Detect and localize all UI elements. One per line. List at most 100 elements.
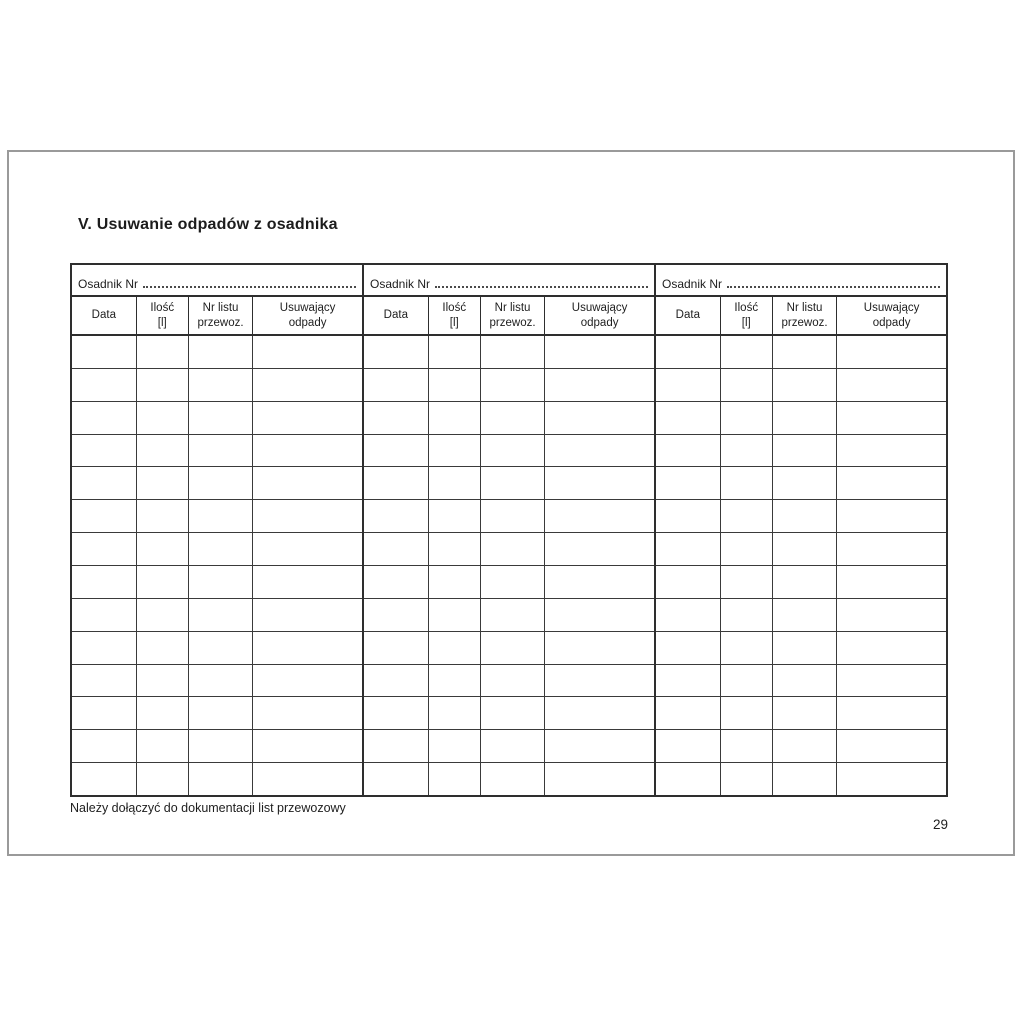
table-row (72, 401, 362, 435)
empty-cell (137, 368, 189, 401)
waste-removal-table: Osadnik Nr Data Ilość [l] Nr listu przew… (70, 263, 948, 797)
empty-cell (429, 434, 481, 467)
empty-cell (481, 631, 546, 664)
empty-cell (189, 500, 254, 533)
empty-cell (72, 664, 137, 697)
empty-cell (429, 763, 481, 796)
empty-cell (364, 336, 429, 368)
empty-cell (837, 763, 946, 795)
empty-cell (837, 402, 946, 434)
osadnik-label: Osadnik Nr (370, 277, 431, 291)
empty-cell (481, 401, 546, 434)
table-row (364, 598, 654, 632)
empty-cell (137, 730, 189, 763)
empty-cell (545, 369, 654, 401)
empty-cell (773, 336, 838, 368)
empty-cell (72, 533, 137, 566)
empty-cell (773, 368, 838, 401)
empty-cell (656, 467, 721, 500)
table-row (72, 763, 362, 796)
table-row (364, 533, 654, 567)
table-row (72, 566, 362, 599)
table-row (656, 598, 946, 632)
empty-cell (481, 730, 546, 763)
empty-cell (656, 664, 721, 697)
empty-cell (72, 336, 137, 368)
osadnik-section-1: Osadnik Nr Data Ilość [l] Nr listu przew… (72, 265, 364, 796)
empty-cell (364, 467, 429, 500)
empty-cell (72, 500, 137, 533)
table-row (656, 664, 946, 698)
empty-cell (773, 500, 838, 533)
empty-cell (721, 664, 773, 697)
osadnik-section-2: Osadnik Nr Data Ilość [l] Nr listu przew… (364, 265, 656, 796)
empty-cell (364, 500, 429, 533)
empty-cell (189, 631, 254, 664)
empty-cell (137, 401, 189, 434)
empty-cell (189, 434, 254, 467)
table-row (72, 598, 362, 632)
empty-cell (429, 566, 481, 598)
osadnik-header-row: Osadnik Nr (72, 265, 362, 297)
empty-cell (364, 368, 429, 401)
empty-cell (253, 369, 362, 401)
empty-cell (721, 566, 773, 598)
empty-cell (837, 665, 946, 697)
empty-cell (137, 434, 189, 467)
empty-cell (481, 566, 546, 598)
table-row (364, 336, 654, 369)
empty-cell (545, 336, 654, 368)
empty-cell (545, 435, 654, 467)
empty-cell (72, 598, 137, 631)
empty-cell (253, 632, 362, 664)
empty-cell (253, 435, 362, 467)
empty-cell (773, 566, 838, 598)
empty-cell (189, 763, 254, 796)
empty-cell (364, 631, 429, 664)
column-header-ilosc: Ilość [l] (137, 297, 189, 334)
empty-cell (429, 401, 481, 434)
empty-cell (481, 763, 546, 796)
empty-cell (429, 336, 481, 368)
osadnik-label: Osadnik Nr (78, 277, 139, 291)
empty-cell (189, 566, 254, 598)
empty-cell (656, 368, 721, 401)
empty-cell (364, 763, 429, 796)
empty-cell (837, 533, 946, 565)
empty-cell (721, 730, 773, 763)
column-header-usuwajacy: Usuwający odpady (571, 301, 628, 329)
empty-cell (253, 336, 362, 368)
empty-cell (253, 533, 362, 565)
column-header-nr-listu: Nr listu przewoz. (189, 297, 254, 334)
empty-cell (481, 434, 546, 467)
empty-cell (189, 664, 254, 697)
empty-cell (253, 402, 362, 434)
empty-cell (656, 566, 721, 598)
table-row (656, 533, 946, 567)
empty-cell (253, 665, 362, 697)
empty-cell (656, 500, 721, 533)
dotted-leader-line (143, 286, 356, 288)
empty-cell (545, 665, 654, 697)
empty-cell (545, 533, 654, 565)
empty-cell (837, 730, 946, 762)
table-row (656, 763, 946, 796)
column-header-nr-listu: Nr listu przewoz. (773, 297, 838, 334)
empty-cell (837, 369, 946, 401)
empty-cell (429, 368, 481, 401)
empty-cell (721, 336, 773, 368)
empty-cell (72, 730, 137, 763)
empty-cell (253, 467, 362, 499)
osadnik-section-3: Osadnik Nr Data Ilość [l] Nr listu przew… (656, 265, 946, 796)
empty-cell (721, 434, 773, 467)
empty-cell (721, 763, 773, 796)
empty-cell (364, 664, 429, 697)
table-row (364, 401, 654, 435)
empty-cell (429, 664, 481, 697)
empty-cell (721, 697, 773, 730)
empty-cell (545, 500, 654, 532)
empty-cell (656, 434, 721, 467)
table-row (364, 368, 654, 402)
empty-cell (429, 697, 481, 730)
empty-cell (429, 730, 481, 763)
